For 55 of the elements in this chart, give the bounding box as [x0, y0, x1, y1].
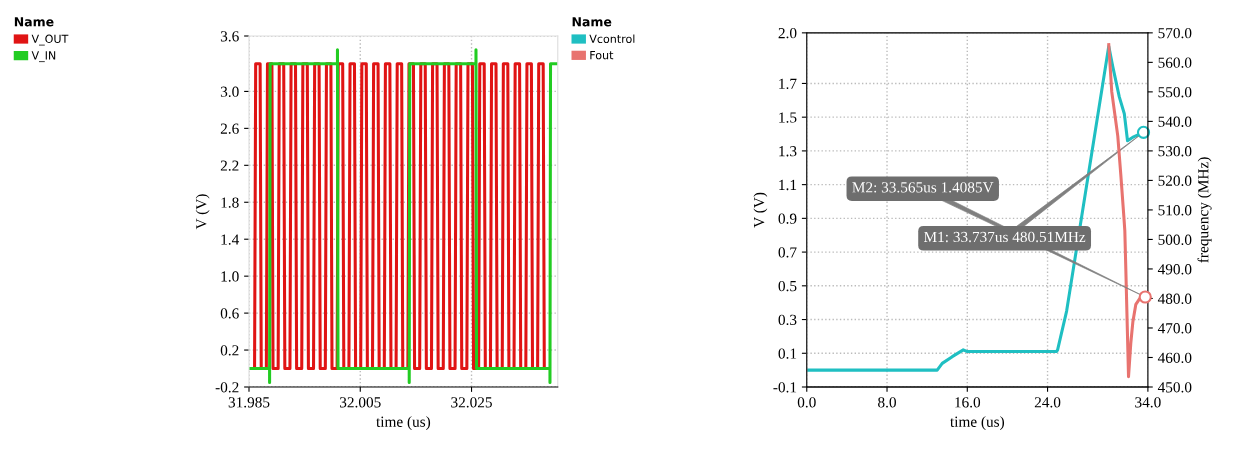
x-tick-label: 32.005	[339, 397, 381, 408]
annotation: M1: 33.737us 480.51MHz	[923, 231, 1086, 243]
y2-tick-label: 560.0	[1158, 57, 1192, 68]
legend-label: Vcontrol	[589, 34, 635, 44]
y-tick-label: 2.0	[778, 27, 797, 39]
y-tick-label: 1.7	[779, 78, 797, 89]
x-axis-title: time (us)	[376, 416, 431, 430]
legend-title: Name	[14, 17, 54, 27]
y-tick-label: 0.9	[778, 213, 797, 224]
legend-title: Name	[572, 17, 612, 27]
legend-label: V_OUT	[31, 34, 69, 46]
y-tick-label: 0.5	[778, 280, 797, 292]
y2-tick-label: 470.0	[1157, 323, 1192, 334]
y2-tick-label: 480.0	[1157, 293, 1192, 304]
y-tick-label: 1.8	[221, 197, 239, 208]
y-tick-label: 0.3	[778, 314, 797, 326]
y-tick-label: 3.0	[220, 86, 239, 97]
y2-axis-title: frequency (MHz)	[1197, 157, 1212, 263]
y2-tick-label: 550.0	[1158, 87, 1192, 98]
x-tick-label: 8.0	[878, 397, 896, 408]
x-tick-label: 31.985	[228, 397, 270, 408]
y-tick-label: 3.6	[220, 31, 239, 42]
x-tick-label: 32.025	[451, 397, 492, 408]
y-tick-label: 1.3	[779, 146, 797, 157]
y2-tick-label: 570.0	[1158, 27, 1192, 39]
y-tick-label: -0.1	[773, 382, 797, 393]
x-tick-label: 24.0	[1034, 397, 1061, 408]
y-tick-label: 2.2	[220, 160, 239, 171]
x-tick-label: 16.0	[955, 397, 981, 408]
y-tick-label: 0.7	[778, 247, 797, 258]
y-tick-label: 1.0	[221, 271, 239, 282]
annotation: M2: 33.565us 1.4085V	[852, 182, 994, 193]
y-tick-label: 0.2	[220, 345, 239, 356]
y2-tick-label: 540.0	[1158, 116, 1192, 127]
y2-tick-label: 530.0	[1158, 146, 1192, 157]
y2-tick-label: 450.0	[1157, 382, 1192, 393]
y2-tick-label: 490.0	[1157, 264, 1192, 275]
y-tick-label: 0.6	[220, 308, 239, 319]
y2-tick-label: 500.0	[1158, 234, 1192, 245]
x-axis-title: time (us)	[950, 416, 1005, 430]
y-tick-label: 2.6	[220, 123, 239, 134]
legend-label: Fout	[590, 51, 614, 60]
y2-tick-label: 510.0	[1158, 205, 1192, 216]
y-tick-label: 1.1	[779, 179, 797, 191]
y2-tick-label: 520.0	[1158, 175, 1192, 186]
y2-tick-label: 460.0	[1157, 352, 1192, 364]
y-tick-label: -0.2	[215, 382, 239, 393]
y-axis-title: V (V)	[195, 194, 210, 230]
y-axis-title: V (V)	[753, 192, 768, 228]
y-tick-label: 1.4	[221, 234, 240, 245]
x-tick-label: 0.0	[797, 397, 816, 408]
legend-label: V_IN	[31, 51, 56, 63]
y-tick-label: 1.5	[779, 112, 797, 123]
x-tick-label: 34.0	[1135, 397, 1161, 408]
y-tick-label: 0.1	[778, 348, 797, 359]
